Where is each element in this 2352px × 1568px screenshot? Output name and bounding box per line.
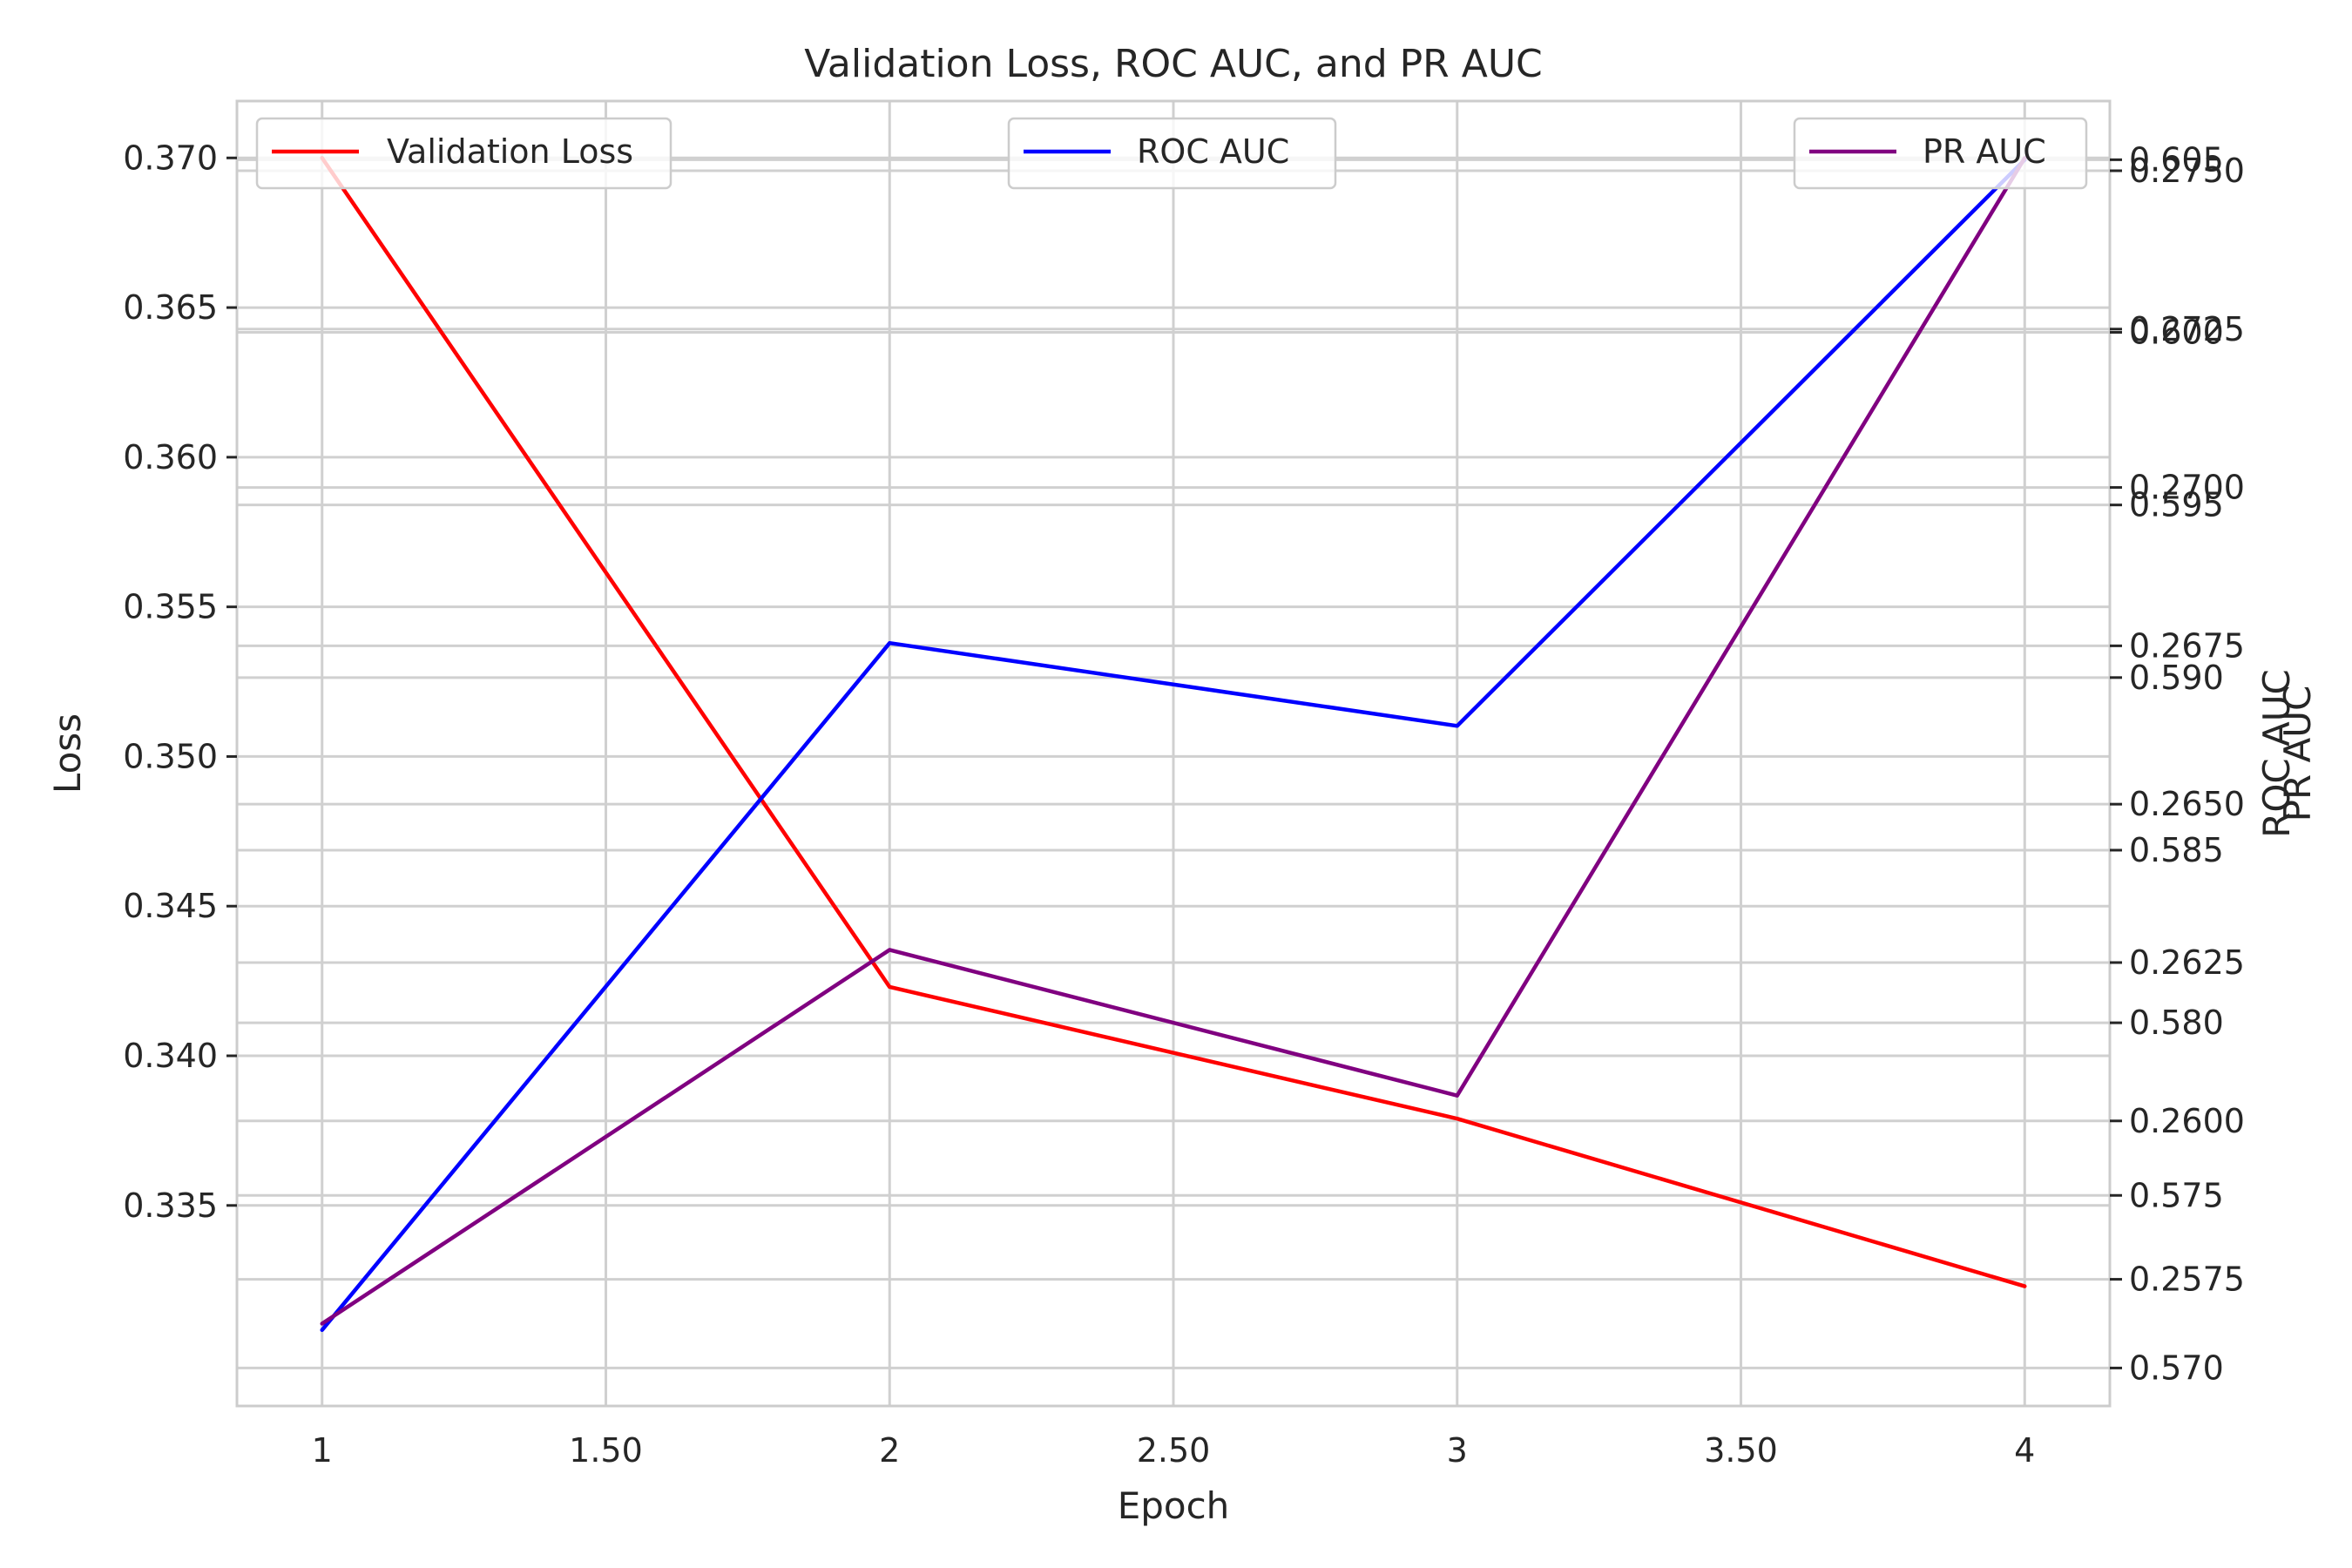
x-tick-label: 1 — [312, 1431, 333, 1470]
y-tick-label-roc: 0.570 — [2129, 1348, 2224, 1387]
y-tick-label-pr: 0.2650 — [2129, 785, 2245, 823]
x-tick-label: 3.50 — [1704, 1431, 1778, 1470]
y-axis-label-roc: ROC AUC — [2255, 669, 2298, 838]
x-tick-label: 4 — [2014, 1431, 2035, 1470]
y-axis-label-pr: PR AUC — [2276, 686, 2319, 822]
y-tick-label-loss: 0.335 — [123, 1186, 218, 1225]
y-tick-label-roc: 0.595 — [2129, 486, 2224, 524]
y-tick-label-loss: 0.340 — [123, 1037, 218, 1075]
x-tick-label: 3 — [1447, 1431, 1468, 1470]
y-tick-label-pr: 0.2750 — [2129, 152, 2245, 190]
y-tick-label-roc: 0.575 — [2129, 1176, 2224, 1214]
x-tick-label: 2.50 — [1137, 1431, 1211, 1470]
series-line-loss — [320, 156, 2027, 1288]
y-tick-label-roc: 0.600 — [2129, 314, 2224, 352]
series-line-roc — [320, 158, 2027, 1333]
legend-pr-label: PR AUC — [1923, 132, 2046, 171]
y-tick-label-roc: 0.580 — [2129, 1004, 2224, 1042]
y-tick-label-roc: 0.590 — [2129, 659, 2224, 697]
legend-loss: Validation Loss — [255, 117, 672, 190]
y-tick-label-pr: 0.2725 — [2129, 310, 2245, 348]
y-tick-label-pr: 0.2600 — [2129, 1102, 2245, 1140]
y-axis-label-loss: Loss — [46, 713, 89, 794]
series-line-pr — [320, 156, 2027, 1326]
y-tick-label-loss: 0.365 — [123, 288, 218, 327]
y-tick-label-loss: 0.345 — [123, 887, 218, 925]
ticks-layer: 1 1.50 2 2.50 3 3.50 4 0.335 0.340 0.345 0.350 0.35… — [123, 139, 2245, 1470]
legend-loss-label: Validation Loss — [387, 132, 633, 171]
series-layer — [320, 156, 2027, 1333]
x-tick-label: 2 — [879, 1431, 900, 1470]
y-tick-label-loss: 0.350 — [123, 737, 218, 775]
y-tick-label-roc: 0.605 — [2129, 140, 2224, 179]
x-axis-label: Epoch — [1118, 1484, 1230, 1527]
y-tick-label-loss: 0.360 — [123, 438, 218, 476]
x-gridlines — [321, 101, 2026, 1406]
y-tick-label-roc: 0.585 — [2129, 831, 2224, 869]
y-tick-label-pr: 0.2575 — [2129, 1260, 2245, 1299]
legend-roc-label: ROC AUC — [1137, 132, 1289, 171]
x-tick-label: 1.50 — [569, 1431, 643, 1470]
legend-pr: PR AUC — [1793, 117, 2088, 190]
chart-title: Validation Loss, ROC AUC, and PR AUC — [804, 42, 1543, 86]
plot-frame — [235, 99, 2112, 1408]
legend-roc: ROC AUC — [1007, 117, 1337, 190]
y-tick-label-loss: 0.370 — [123, 139, 218, 177]
y-tick-label-pr: 0.2625 — [2129, 943, 2245, 982]
y-tick-label-pr: 0.2700 — [2129, 469, 2245, 507]
y-tick-label-loss: 0.355 — [123, 588, 218, 626]
y-tick-label-pr: 0.2675 — [2129, 626, 2245, 665]
